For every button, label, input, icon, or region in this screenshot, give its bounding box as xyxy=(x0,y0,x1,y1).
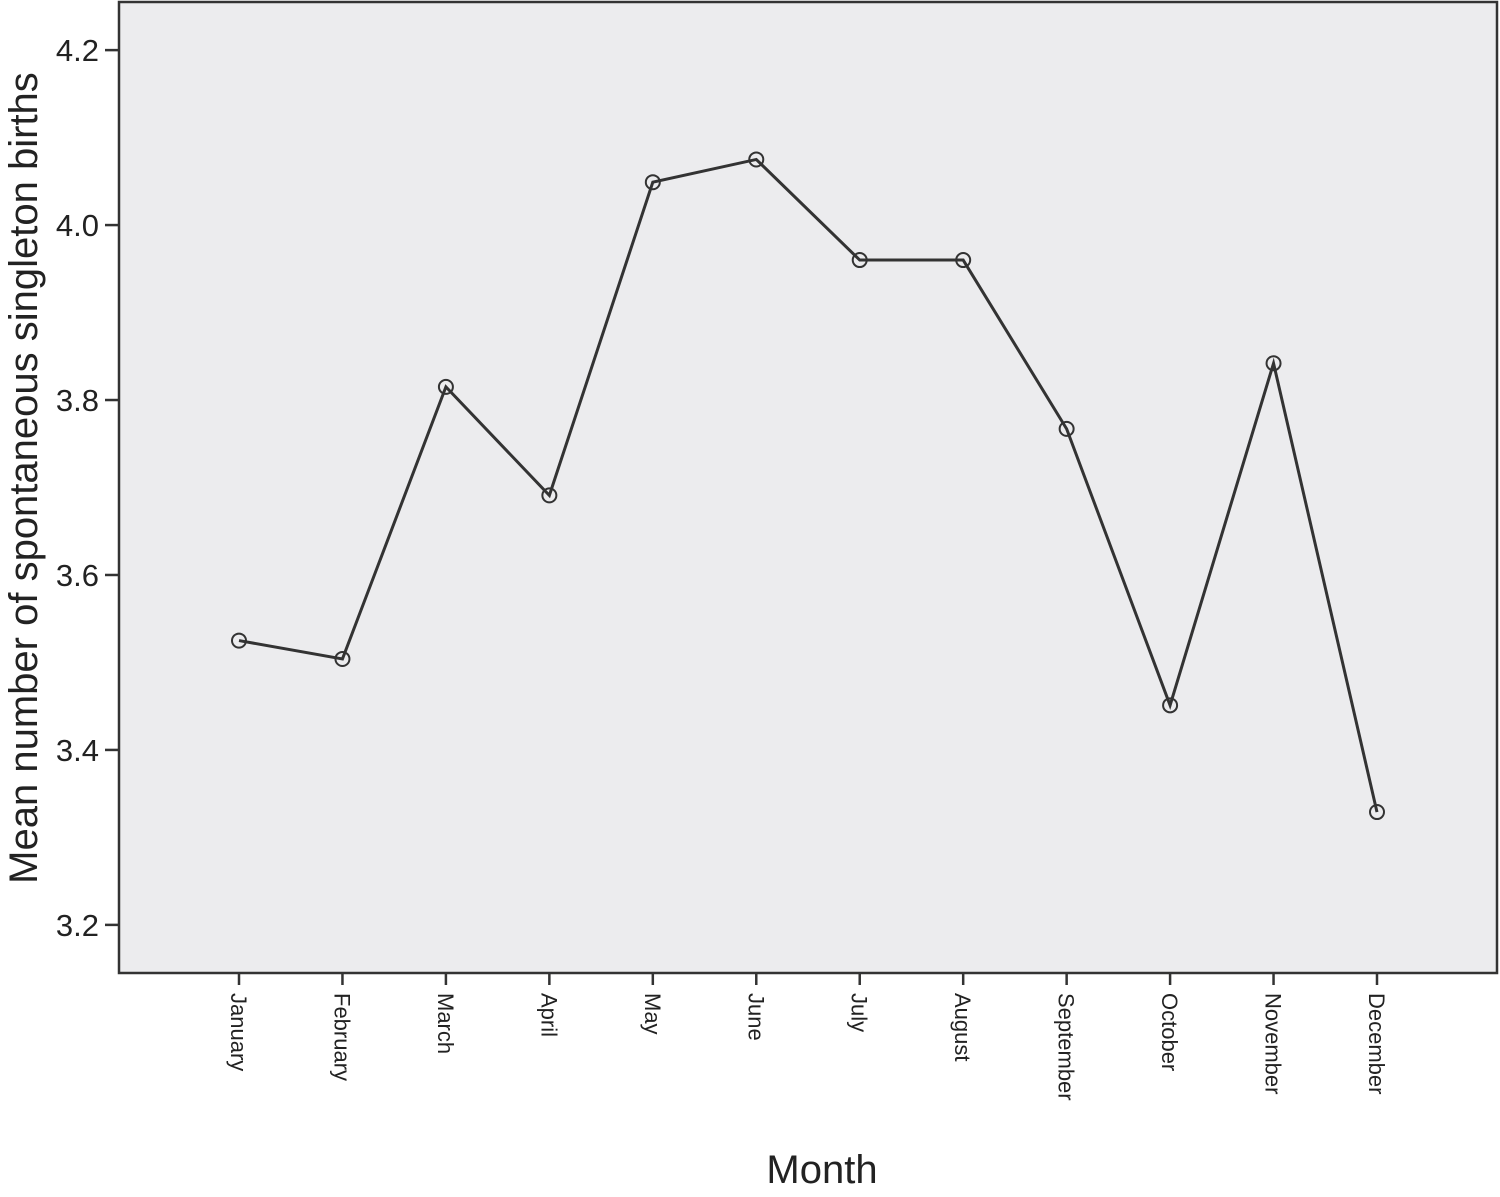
marker xyxy=(644,174,661,191)
marker xyxy=(1369,804,1385,821)
x-tick-label: September xyxy=(1054,993,1079,1101)
x-tick-label: October xyxy=(1157,993,1182,1071)
marker xyxy=(334,650,351,667)
y-tick-label: 3.8 xyxy=(56,383,99,418)
marker xyxy=(437,378,454,395)
y-axis-label: Mean number of spontaneous singleton bir… xyxy=(2,72,46,884)
marker xyxy=(851,252,868,269)
x-tick-label: July xyxy=(847,993,872,1032)
x-tick-label: March xyxy=(433,993,458,1054)
x-tick-label: November xyxy=(1261,993,1286,1094)
x-axis-label: Month xyxy=(766,1148,877,1192)
marker xyxy=(231,632,247,649)
line xyxy=(238,157,1379,813)
x-tick-label: December xyxy=(1364,993,1389,1094)
y-tick-label: 3.4 xyxy=(56,733,99,768)
y-tick-label: 3.2 xyxy=(56,908,99,943)
x-tick-label: January xyxy=(226,993,251,1071)
x-tick-label: June xyxy=(743,993,768,1041)
marker xyxy=(955,252,972,269)
marker xyxy=(1265,355,1282,372)
y-tick-label: 4.2 xyxy=(56,33,99,68)
y-tick-label: 4.0 xyxy=(56,208,99,243)
plot-area xyxy=(117,0,1499,975)
marker xyxy=(748,151,765,168)
y-tick-label: 3.6 xyxy=(56,558,99,593)
x-tick-label: May xyxy=(640,993,665,1035)
marker xyxy=(1162,697,1179,714)
marker xyxy=(1058,420,1075,437)
x-tick-label: April xyxy=(536,993,561,1037)
x-tick-label: August xyxy=(950,993,975,1062)
x-tick-label: February xyxy=(329,993,354,1081)
marker xyxy=(541,487,558,504)
